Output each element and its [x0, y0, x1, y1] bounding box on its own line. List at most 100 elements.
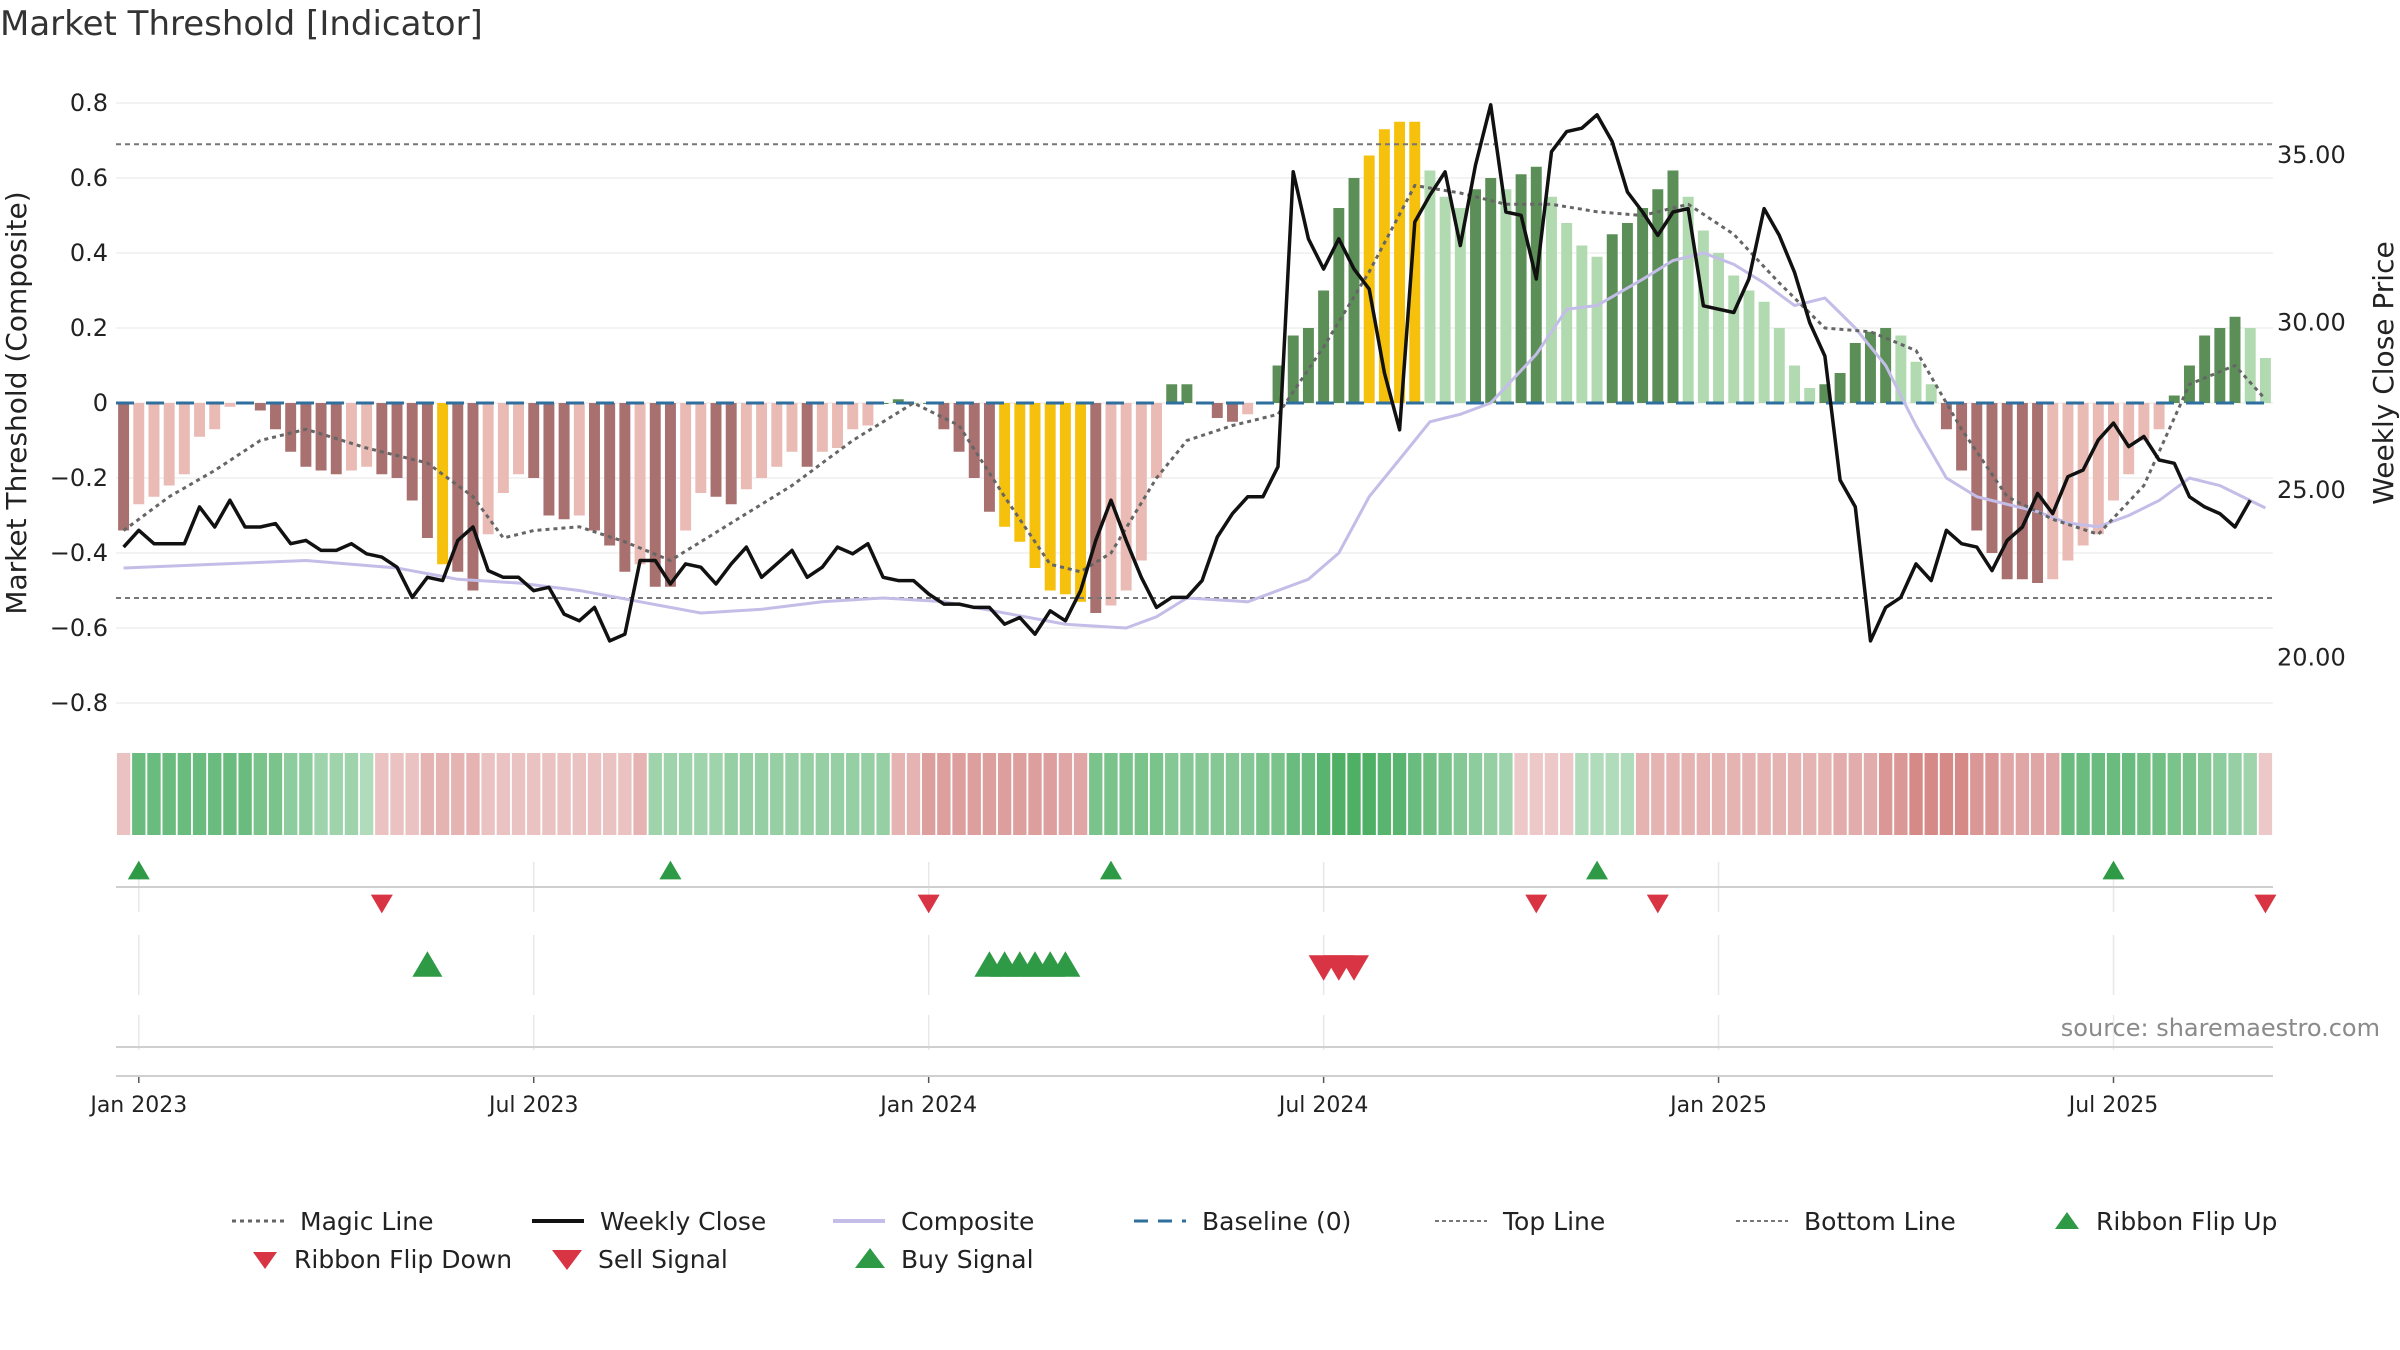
composite-bar [1363, 155, 1375, 403]
ribbon-cell [2152, 753, 2166, 835]
composite-bar [2047, 403, 2059, 580]
composite-bar [1394, 121, 1406, 403]
ribbon-cell [1924, 753, 1938, 835]
y-left-tick-label: −0.6 [50, 614, 108, 642]
composite-bar [1272, 365, 1284, 403]
ribbon-cell [2106, 753, 2121, 835]
composite-bar [1302, 328, 1314, 403]
ribbon-cell [1438, 753, 1452, 835]
ribbon-cell [359, 753, 374, 835]
ribbon-cell [1635, 753, 1650, 835]
legend-bottom-line: Bottom Line [1734, 1205, 1956, 1237]
legend-top-line: Top Line [1433, 1205, 1605, 1237]
ribbon-cell [572, 753, 586, 835]
ribbon-cell [1484, 753, 1498, 835]
ribbon-cell [177, 753, 192, 835]
composite-bar [573, 403, 585, 516]
composite-bar [2001, 403, 2013, 580]
ribbon-cell [1514, 753, 1528, 835]
ribbon-cell [466, 753, 480, 835]
ribbon-cell [1013, 753, 1027, 835]
composite-bar [148, 403, 160, 497]
source-credit: source: sharemaestro.com [2060, 1014, 2380, 1042]
ribbon-cell [2197, 753, 2212, 835]
composite-bar [999, 403, 1011, 527]
ribbon-cell [739, 753, 754, 835]
composite-bar [194, 403, 206, 437]
composite-bar [1515, 174, 1527, 403]
composite-bar [224, 403, 236, 407]
ribbon-cell [800, 753, 814, 835]
ribbon-cell [1362, 753, 1376, 835]
ribbon-cell [268, 753, 283, 835]
ribbon-cell [1590, 753, 1604, 835]
ribbon-cell [1377, 753, 1392, 835]
weekly-close-line [122, 103, 2252, 643]
composite-bar [497, 403, 509, 493]
ribbon-cell [1210, 753, 1224, 835]
ribbon-cell [1423, 753, 1437, 835]
y-left-axis-title: Market Threshold (Composite) [0, 191, 33, 614]
ribbon-flip-up-marker [2102, 860, 2125, 880]
ribbon-flip-up-marker [1586, 860, 1609, 880]
composite-bar [2123, 403, 2135, 475]
ribbon-cell [724, 753, 738, 835]
ribbon-cell [1499, 753, 1513, 835]
composite-bar [1925, 384, 1937, 403]
ribbon-flip-down-marker [917, 894, 940, 914]
x-tick-label: Jan 2024 [878, 1093, 977, 1118]
ribbon-cell [1073, 753, 1088, 835]
composite-bar [2259, 358, 2271, 403]
ribbon-cell [2122, 753, 2136, 835]
legend-ribbon-flip-down: Ribbon Flip Down [250, 1243, 512, 1275]
ribbon-flip-up-marker [1099, 860, 1122, 880]
legend-sell-signal-label: Sell Signal [598, 1244, 728, 1274]
ribbon-cell [238, 753, 252, 835]
y-right-axis-title: Weekly Close Price [2367, 241, 2400, 504]
composite-bar [361, 403, 373, 467]
y-left-tick-label: −0.2 [50, 464, 108, 492]
composite-bar [2199, 335, 2211, 403]
legend-baseline: Baseline (0) [1132, 1205, 1351, 1237]
ribbon-cell [830, 753, 845, 835]
composite-bar [2214, 328, 2226, 403]
ribbon-cell [2030, 753, 2045, 835]
ribbon-cell [921, 753, 936, 835]
legend-magic-line-label: Magic Line [300, 1206, 434, 1236]
ribbon-cell [2258, 753, 2273, 835]
composite-bar [1378, 129, 1390, 403]
ribbon-cell [633, 753, 647, 835]
composite-bar [892, 399, 904, 403]
ribbon-cell [2015, 753, 2030, 835]
composite-bar [163, 403, 175, 486]
ribbon-cell [496, 753, 511, 835]
composite-bar [2244, 328, 2256, 403]
composite-bar [2153, 403, 2165, 430]
ribbon-cell [420, 753, 435, 835]
composite-bar [300, 403, 312, 467]
composite-bar [1409, 121, 1421, 403]
ribbon-cell [284, 753, 298, 835]
ribbon-cell [1043, 753, 1057, 835]
composite-bar [938, 403, 950, 430]
ribbon-cell [709, 753, 723, 835]
composite-bar [604, 403, 616, 546]
y-left-tick-label: 0.6 [70, 164, 108, 192]
y-left-tick-label: −0.8 [50, 689, 108, 717]
composite-bar [1090, 403, 1102, 613]
legend-sell-signal: Sell Signal [550, 1243, 728, 1275]
baseline-swatch [1134, 1219, 1186, 1223]
composite-bar [1029, 403, 1041, 568]
ribbon-cell [891, 753, 905, 835]
magic-line [122, 183, 2267, 574]
composite-bar [634, 403, 646, 565]
composite-bar [1986, 403, 1998, 553]
ribbon-cell [1559, 753, 1574, 835]
ribbon-cell [390, 753, 404, 835]
composite-bar [1348, 178, 1360, 403]
composite-bar [619, 403, 631, 572]
ribbon-cell [648, 753, 662, 835]
composite-bar [1166, 384, 1178, 403]
ribbon-cell [846, 753, 860, 835]
